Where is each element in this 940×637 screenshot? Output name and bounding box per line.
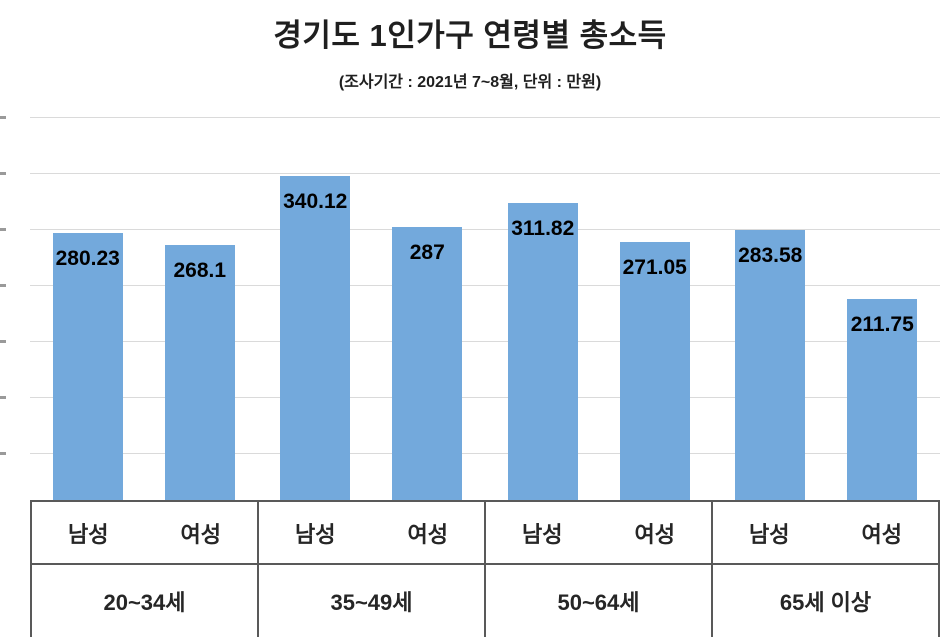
gridline (30, 285, 940, 286)
bar-value-label: 287 (409, 241, 445, 264)
gender-label: 남성 (295, 521, 336, 547)
y-axis-tick (0, 340, 6, 343)
gender-label: 여성 (407, 521, 448, 547)
bar-value-label: 311.82 (511, 217, 575, 240)
bar: 271.05 (619, 242, 690, 500)
gridline (30, 397, 940, 398)
bar-value-label: 280.23 (55, 247, 120, 270)
bar: 311.82 (507, 203, 578, 500)
gender-label: 여성 (861, 521, 902, 547)
age-group-label: 50~64세 (557, 590, 640, 615)
gridline (30, 229, 940, 230)
gridline (30, 117, 940, 118)
gender-label: 남성 (522, 521, 563, 547)
bar: 280.23 (52, 233, 123, 500)
gridline (30, 341, 940, 342)
y-axis-tick (0, 116, 6, 119)
bar-group: 283.58 211.75 (713, 110, 940, 500)
gender-label-row: 남성 여성 (713, 502, 938, 565)
gender-label: 남성 (749, 521, 790, 547)
y-axis-tick (0, 172, 6, 175)
bar-group: 340.12 287 (258, 110, 486, 500)
bar-value-label: 211.75 (850, 313, 914, 336)
axis-group-column: 남성 여성 65세 이상 (713, 502, 940, 637)
chart-title: 경기도 1인가구 연령별 총소득 (273, 18, 667, 53)
plot-area: 280.23 268.1 340.12 287 311.82 271.05 283.58 21… (0, 110, 940, 500)
bar: 268.1 (164, 245, 235, 500)
bar-value-label: 268.1 (173, 259, 227, 282)
y-axis-tick (0, 396, 6, 399)
gender-label: 남성 (68, 521, 109, 547)
bar-value-label: 283.58 (738, 244, 803, 267)
gridline (30, 453, 940, 454)
age-group-label: 35~49세 (330, 590, 413, 615)
chart-subtitle: (조사기간 : 2021년 7~8월, 단위 : 만원) (338, 74, 602, 91)
gridline (30, 173, 940, 174)
axis-group-column: 남성 여성 20~34세 (32, 502, 259, 637)
age-group-label: 20~34세 (103, 590, 186, 615)
x-axis-table: 남성 여성 20~34세 남성 여성 35~49세 남성 여성 50~64세 남성 여성 65세 이상 (30, 500, 940, 637)
y-axis-tick (0, 228, 6, 231)
bar-group: 311.82 271.05 (485, 110, 713, 500)
age-group-label: 65세 이상 (779, 590, 872, 615)
gender-label-row: 남성 여성 (259, 502, 484, 565)
axis-group-column: 남성 여성 50~64세 (486, 502, 713, 637)
bar: 340.12 (280, 176, 351, 500)
gender-label: 여성 (634, 521, 675, 547)
bar-value-label: 340.12 (283, 190, 348, 213)
gender-label-row: 남성 여성 (32, 502, 257, 565)
y-axis-tick (0, 452, 6, 455)
y-axis-tick (0, 284, 6, 287)
bar-group: 280.23 268.1 (30, 110, 258, 500)
bar: 211.75 (847, 299, 918, 500)
gender-label-row: 남성 여성 (486, 502, 711, 565)
bar-value-label: 271.05 (622, 256, 687, 279)
axis-group-column: 남성 여성 35~49세 (259, 502, 486, 637)
bar-groups: 280.23 268.1 340.12 287 311.82 271.05 283.58 21… (30, 110, 940, 500)
bar: 287 (392, 227, 463, 500)
bar: 283.58 (735, 230, 806, 500)
gender-label: 여성 (180, 521, 221, 547)
